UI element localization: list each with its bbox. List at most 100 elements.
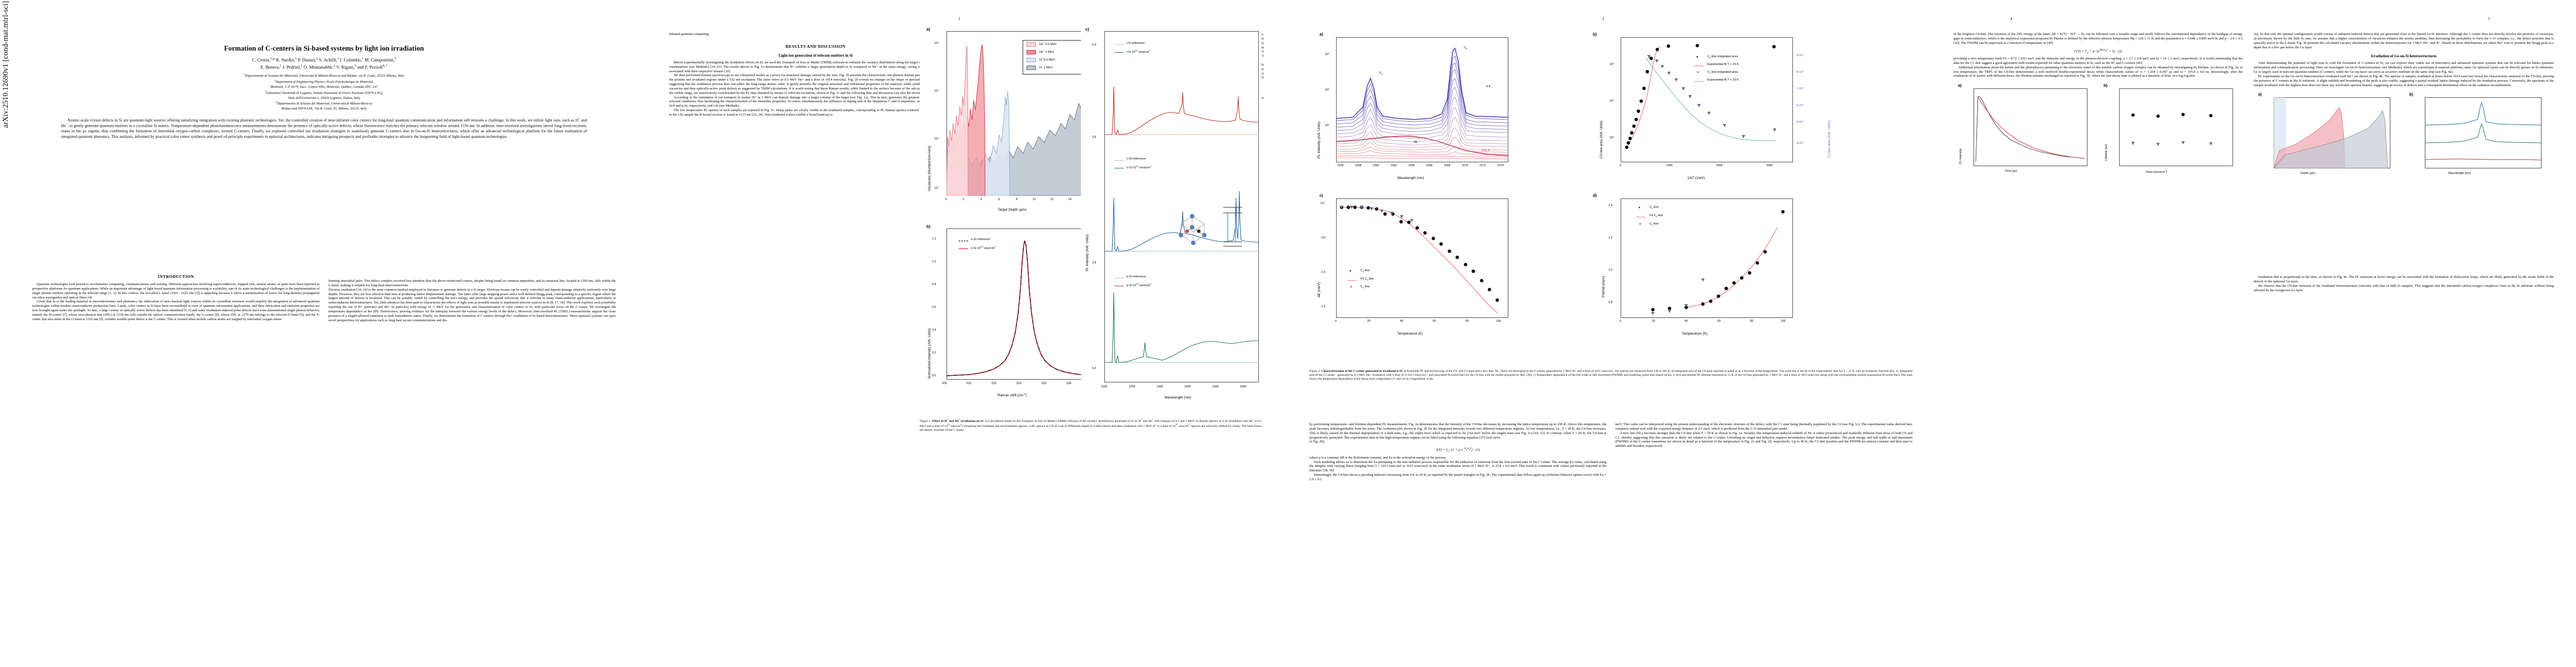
- figure-1-panel-b: b) Normalized Intensity (Arb. Units) Ram…: [920, 224, 1103, 407]
- panel-a-annotation-105k: 105 K: [1482, 149, 1490, 152]
- panel-b-data-curves: [946, 240, 1098, 376]
- panel-b-x-axis-title: 1/kT (1/eV): [1687, 176, 1705, 180]
- panel-d-legend-marker-c1: ▼: [1638, 223, 1642, 226]
- paragraph: We observe that the C0-line emission of …: [2254, 284, 2554, 292]
- panel-c-x-tick: 1500: [1212, 385, 1219, 389]
- panel-c-y-axis-title: PL Intensity (Arb. Units): [1085, 234, 1089, 271]
- panel-c-x-tick: 1400: [1184, 385, 1191, 389]
- panel-c-x-tick: 40: [1400, 320, 1403, 323]
- page-number: 5: [2488, 17, 2490, 21]
- panel-b-legend-label: n-Si 1014 ions/cm2: [971, 246, 996, 250]
- panel-c-legend-label: p-Si 1014 ions/cm2: [1127, 283, 1152, 287]
- figure-1-panel-a: a) Vacancies (Number/(cm-ion)) Target De…: [920, 27, 1103, 218]
- figure-2: a) PL Intensity (Arb. Units) Wavelength …: [1309, 31, 1912, 364]
- panel-a-legend-swatch: [1027, 66, 1036, 70]
- panel-a-legend-swatch: [1027, 58, 1036, 62]
- panel-c-x-tick: 20: [1367, 320, 1371, 323]
- panel-c-y-tick: -1.5: [1321, 305, 1326, 308]
- panel-a-x-tick: 1566: [1426, 164, 1433, 167]
- panel-c-x-tick: 0: [1335, 320, 1337, 323]
- panel-d-x-tick: 20: [1652, 320, 1655, 323]
- paragraph: Electron irradiation [10–16] is the most…: [328, 287, 616, 322]
- figure-1-caption: Figure 1. Effect of H+ and He+ irradiati…: [920, 419, 1262, 432]
- page-number: 4: [2010, 17, 2012, 21]
- page2-column-left: tributed quantum computing. RESULTS AND …: [669, 32, 962, 117]
- panel-c-x-axis-title: Wavelength (nm): [1164, 396, 1192, 400]
- affiliations-block: 1Dipartimento di Scienza dei Materiali, …: [243, 73, 405, 111]
- figure-3-panel-b: b) Dose (ions/cm2) Lifetime (µs): [2099, 83, 2241, 183]
- page1-column-right: forming interstitial pairs. This defect …: [328, 267, 616, 322]
- panel-b-legend-label: C1-line integrated area: [1707, 71, 1738, 75]
- figure-3: a) Time (µs) PL Intensity b): [1954, 83, 2243, 283]
- panel-a-x-axis-title: Depth (µm): [2300, 172, 2316, 176]
- panel-d-legend-label: Fit C0-line: [1650, 214, 1663, 218]
- figure-1-panel-c: c) PL Intensity (Arb. Units) Wavelength …: [1081, 27, 1262, 410]
- panel-b-axes-frame: [2425, 97, 2542, 169]
- panel-a-annotation-c0: C0: [1464, 46, 1468, 51]
- panel-d-x-tick: 80: [1750, 320, 1753, 323]
- paragraph: forming interstitial pairs. This defect …: [328, 279, 616, 287]
- paragraph: Before experimentally investigating the …: [669, 60, 962, 73]
- subsection-heading-irradiation: Irradiation of Ge-on-Si heterostructures: [2370, 54, 2437, 59]
- figure-2-caption-prefix: Figure 2.: [1309, 370, 1321, 373]
- page-1: arXiv:2510.12690v1 [cond-mat.mtrl-sci] 1…: [0, 0, 644, 667]
- panel-c-inset-atomic-structure: [1170, 196, 1253, 257]
- paragraph: Given that Si is the leading material in…: [32, 300, 320, 321]
- panel-c-y-tick: 5.4: [1092, 43, 1097, 47]
- panel-a-x-tick: 6: [998, 198, 1000, 201]
- figure-3-panel-a: a) Time (µs) PL Intensity: [1954, 83, 2095, 183]
- panel-a-legend-label: He+ 1 MeV: [1039, 49, 1054, 54]
- panel-a-axes-frame: [1336, 37, 1508, 162]
- panel-d-y-axis-title: FWHM (meV): [1602, 276, 1606, 297]
- panel-b-axes-frame: [2119, 88, 2233, 167]
- panel-b-y-tick: 0.4: [932, 328, 936, 332]
- page-3: 3 a) PL Intensity (Arb. Units) Wavelengt…: [1288, 0, 1932, 667]
- panel-d-axes-frame: [1621, 198, 1793, 318]
- panel-b-x-tick: 520: [1017, 382, 1022, 385]
- paragraph: The low temperature PL spectra of such s…: [669, 108, 962, 117]
- figure-1-caption-body: a) Calculations based on the Transport o…: [920, 419, 1262, 432]
- panel-b-label: b): [2409, 92, 2413, 97]
- panel-b-label: b): [926, 224, 930, 229]
- panel-b-y-tick: 0.0: [932, 374, 936, 377]
- paragraph: Quantum technologies look poised to revo…: [32, 282, 320, 300]
- figure-2-panel-c: c) ∆E (meV) Temperature (K) 0.0 -0.5 -1.…: [1309, 192, 1587, 347]
- panel-b-legend-marker-c1: ▼: [1696, 71, 1700, 74]
- panel-a-x-tick: 8: [1016, 198, 1018, 201]
- panel-a-x-tick: 1568: [1444, 164, 1451, 167]
- panel-c-axes-frame: [1336, 198, 1508, 318]
- panel-b-y-tick: 10³: [1610, 99, 1614, 103]
- panel-a-x-axis-title: Wavelength (nm): [1397, 176, 1424, 180]
- panel-a-label: a): [2258, 92, 2262, 97]
- panel-b-y-tick: 10²: [1610, 136, 1614, 140]
- panel-b-y-axis-title: Lifetime (µs): [2105, 144, 2108, 161]
- panel-a-x-tick: 1556: [1337, 164, 1344, 167]
- figure-2-caption-body: a) Ensemble PL spectra showing of the C0…: [1309, 370, 1912, 381]
- panel-d-data-points: [1651, 210, 1785, 315]
- panel-b-y-tick: 1.0: [932, 260, 936, 263]
- panel-c-legend-label: i-Si reference: [1127, 42, 1145, 45]
- panel-c-data-points: [1339, 205, 1499, 313]
- panel-c-legend-line: [1114, 160, 1124, 161]
- panel-c-y-tick: 0.0: [1092, 367, 1097, 370]
- panel-a-x-axis-title: Target Depth (µm): [998, 208, 1027, 212]
- panel-a-legend-swatch: [1027, 50, 1036, 54]
- panel-b-x-tick: 2000: [1716, 164, 1723, 167]
- panel-b-y-tick-right: 6x10³: [1796, 104, 1803, 107]
- paragraph: Such modeling allows us to determine the…: [1309, 460, 1607, 473]
- figure-1-caption-prefix: Figure 1.: [920, 419, 931, 423]
- panel-d-y-tick: 1.4: [1608, 204, 1613, 207]
- figure-4: a) Depth (µm) b): [2254, 92, 2554, 275]
- paragraph: by performing temperature- and lifetime-…: [1309, 422, 1607, 440]
- panel-d-y-tick: 1.2: [1608, 236, 1613, 240]
- panel-c-legend-line: [1114, 44, 1124, 45]
- paragraph: where ρ is a constant, kB is the Boltzma…: [1309, 455, 1447, 460]
- panel-d-x-axis-title: Temperature (K): [1682, 332, 1708, 336]
- panel-a-x-tick: 0: [945, 198, 947, 201]
- panel-c-legend-label: p-Si reference: [1127, 275, 1146, 278]
- paragraph: 3a). To this end, the optimal configurat…: [2254, 32, 2554, 49]
- panel-b-label: b): [2104, 83, 2107, 88]
- panel-a-decay-curve: [1975, 96, 2085, 162]
- panel-a-label: a): [1958, 83, 1962, 88]
- panel-c-y-tick: 3.6: [1092, 136, 1097, 139]
